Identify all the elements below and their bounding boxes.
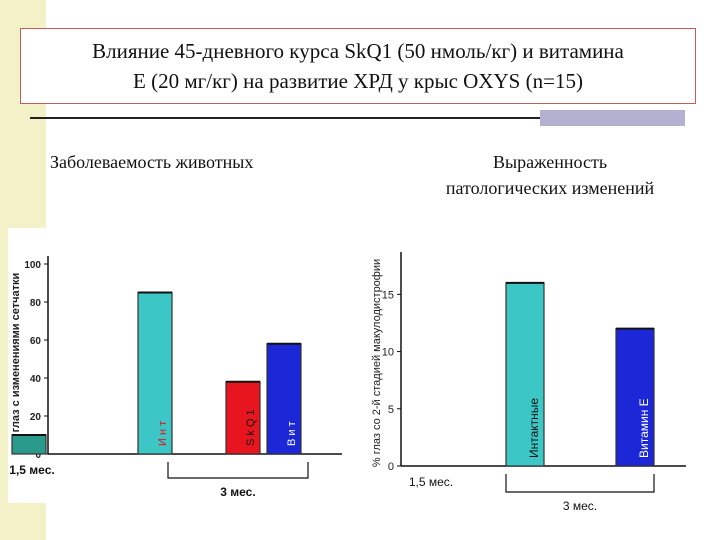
- y-tick-label: 15: [382, 289, 394, 301]
- bar-inner-label: S k Q 1: [245, 409, 257, 446]
- y-axis-label: % глаз с изменениями сетчатки: [10, 273, 22, 445]
- right-chart-heading-line-1: Выраженность: [492, 152, 608, 172]
- y-tick-label: 40: [30, 374, 42, 385]
- bar-inner-label: И н т: [157, 421, 169, 446]
- incidence-chart: 0 20 40 60 80 100% глаз с изменениями сетчатк…: [9, 256, 342, 499]
- slide-title-box: Влияние 45-дневного курса SkQ1 (50 нмоль…: [20, 28, 696, 104]
- title-underline: [30, 117, 685, 119]
- left-chart-heading: Заболеваемость животных: [50, 152, 254, 172]
- right-chart-heading-line-2: патологических изменений: [445, 178, 655, 198]
- bar: [615, 328, 655, 467]
- y-tick-label: 5: [388, 404, 394, 416]
- slide-title-line-2: Е (20 мг/кг) на развитие ХРД у крыс OXYS…: [133, 69, 583, 93]
- y-tick-label: 60: [30, 336, 42, 347]
- y-tick-label: 0: [35, 450, 41, 461]
- left-chart-panel: 0 20 40 60 80 100% глаз с изменениями сетчатк…: [8, 228, 350, 503]
- top-decor-band: [46, 0, 720, 28]
- group-bracket: [167, 462, 309, 479]
- bar: [505, 282, 545, 467]
- right-chart-panel: 0 5 10 15% глаз со 2-й стадией макулодистро…: [368, 230, 694, 515]
- bar: [11, 434, 47, 455]
- underline-accent-block: [540, 110, 685, 126]
- y-axis-label: % глаз со 2-й стадией макулодистрофии: [371, 259, 383, 467]
- y-tick-label: 0: [388, 461, 394, 473]
- x-category-label: 1,5 мес.: [9, 463, 54, 477]
- y-tick-label: 20: [30, 412, 42, 423]
- group-bracket: [505, 474, 655, 493]
- y-tick-label: 10: [382, 347, 394, 359]
- slide-title-line-1: Влияние 45-дневного курса SkQ1 (50 нмоль…: [92, 39, 624, 63]
- group-label: 3 мес.: [220, 485, 255, 499]
- x-category-label: 1,5 мес.: [409, 475, 453, 489]
- y-tick-label: 100: [24, 260, 41, 271]
- bar-inner-label: Интактные: [527, 398, 541, 458]
- bar-inner-label: Витамин Е: [637, 398, 651, 458]
- group-label: 3 мес.: [563, 499, 597, 513]
- severity-chart: 0 5 10 15% глаз со 2-й стадией макулодистро…: [371, 252, 686, 513]
- bar: [266, 343, 302, 455]
- y-tick-label: 80: [30, 298, 42, 309]
- bar-inner-label: В и т: [286, 421, 298, 446]
